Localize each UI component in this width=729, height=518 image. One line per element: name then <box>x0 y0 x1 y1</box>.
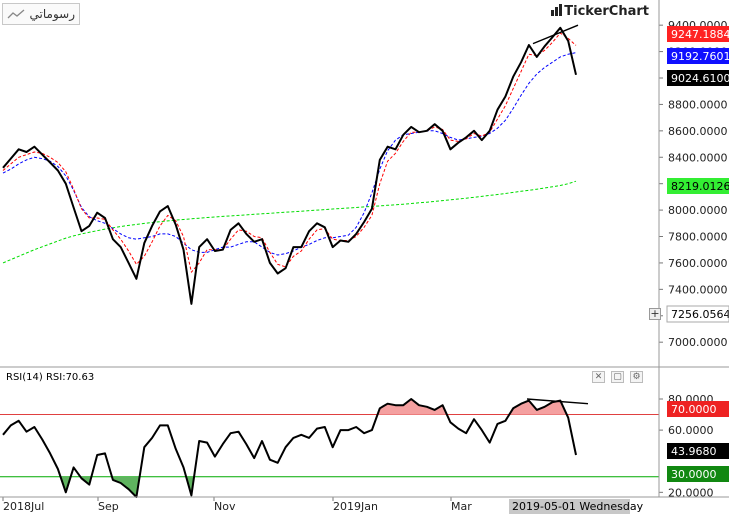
price-value-tag-text: 9024.6100 <box>671 72 729 85</box>
crosshair-plus-button[interactable]: + <box>649 307 661 320</box>
brand-logo: TickerChart <box>550 2 649 21</box>
series-line-ma-medium <box>2 52 577 256</box>
x-axis: 2018Jul Sep Nov 2019Jan Mar 2019-05-01 Wednes… <box>2 497 644 514</box>
rsi-oversold-tag-box <box>667 466 729 482</box>
price-tick-label: 8000.0000 <box>668 204 728 217</box>
price-tick-label: 8600.0000 <box>668 125 728 138</box>
price-panel[interactable] <box>2 24 579 305</box>
series-line-ma-short <box>2 32 577 273</box>
price-trendline[interactable] <box>532 24 579 45</box>
series-line-price <box>2 26 577 305</box>
rsi-value-tag-text: 43.9680 <box>671 445 717 458</box>
logo-icon <box>550 2 564 21</box>
series-line-ma-long <box>2 180 577 264</box>
x-tick-label: Sep <box>98 500 119 513</box>
rsi-overbought-fill <box>509 400 567 415</box>
rsi-value-tag-box <box>667 443 729 459</box>
rsi-restore-button[interactable]: ▢ <box>611 371 624 383</box>
drawings-button[interactable]: رسوماتي <box>2 3 80 25</box>
ma-long-value-tag-text: 8219.0126 <box>671 180 729 193</box>
price-tick-label: 7800.0000 <box>668 231 728 244</box>
trend-line-icon <box>7 5 25 24</box>
rsi-settings-button[interactable]: ⚙ <box>630 371 643 383</box>
price-tick-label: 7000.0000 <box>668 336 728 349</box>
x-tick-label: 2018Jul <box>3 500 44 513</box>
price-tick-label: 7600.0000 <box>668 257 728 270</box>
x-tick-label: Nov <box>214 500 236 513</box>
price-value-tag-box <box>667 70 729 86</box>
crosshair-value-border <box>666 305 729 323</box>
rsi-oversold-fill <box>60 476 71 493</box>
rsi-tick-label: 20.0000 <box>668 486 714 499</box>
rsi-line <box>2 398 577 498</box>
price-tick-label: 8800.0000 <box>668 98 728 111</box>
rsi-title: RSI(14) RSI:70.63 <box>6 372 94 383</box>
ma-long-value-tag-box <box>667 178 729 194</box>
rsi-overbought-tag-box <box>667 401 729 417</box>
rsi-close-button[interactable]: ✕ <box>592 371 605 383</box>
x-tick-label: Mar <box>451 500 472 513</box>
rsi-panel[interactable]: RSI(14) RSI:70.63 <box>2 372 589 498</box>
rsi-overbought-fill <box>377 399 447 415</box>
drawings-label: رسوماتي <box>29 7 75 21</box>
ma-short-value-tag-box <box>667 26 729 42</box>
rsi-oversold-tag-text: 30.0000 <box>671 468 717 481</box>
cursor-date-box <box>509 499 630 514</box>
ma-medium-value-tag-box <box>667 48 729 64</box>
rsi-overbought-tag-text: 70.0000 <box>671 403 717 416</box>
crosshair-value-tag-text: 7256.0564 <box>671 308 729 321</box>
rsi-trendline[interactable] <box>526 398 589 405</box>
crosshair-value-tag-box <box>667 306 729 322</box>
cursor-date-label: 2019-05-01 Wednesday <box>512 500 644 513</box>
ma-medium-value-tag-text: 9192.7601 <box>671 50 729 63</box>
ma-short-value-tag-text: 9247.1884 <box>671 28 729 41</box>
price-tick-label: 8400.0000 <box>668 151 728 164</box>
rsi-tick-label: 60.0000 <box>668 424 714 437</box>
x-tick-label: 2019Jan <box>333 500 378 513</box>
price-tick-label: 7400.0000 <box>668 283 728 296</box>
value-tags: 9247.1884 9192.7601 9024.6100 8219.0126 7256… <box>666 26 729 482</box>
brand-name: TickerChart <box>564 4 649 19</box>
